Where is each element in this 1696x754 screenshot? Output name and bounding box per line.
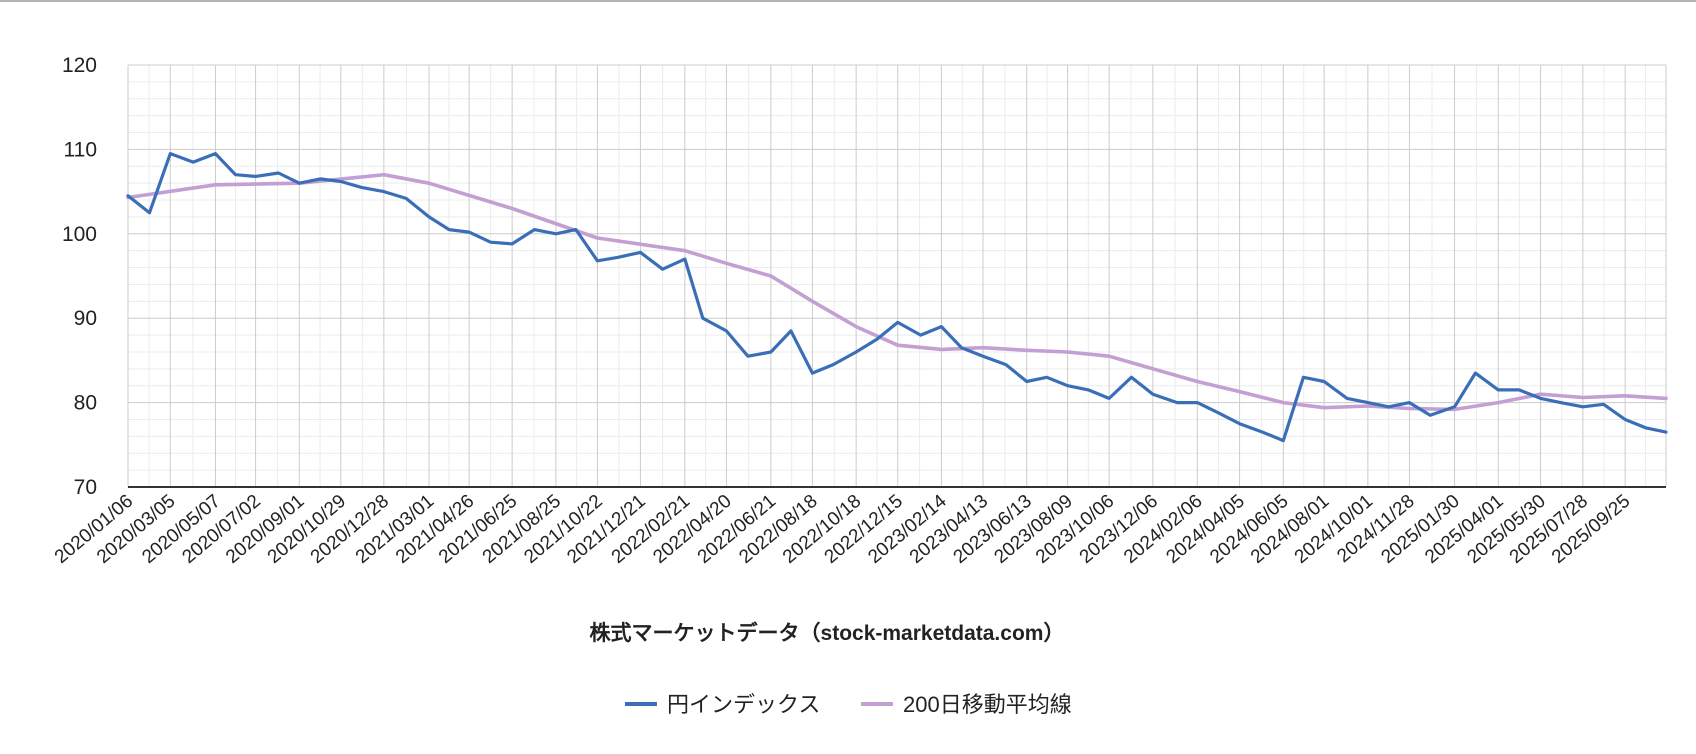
y-tick-label: 120 bbox=[62, 54, 97, 77]
series-line-yen-index bbox=[128, 154, 1666, 441]
x-axis-ticks: 2020/01/062020/03/052020/05/072020/07/02… bbox=[51, 490, 1634, 567]
minor-gridlines bbox=[128, 65, 1666, 487]
series-line-200day-ma bbox=[128, 175, 1666, 410]
y-tick-label: 80 bbox=[74, 392, 97, 415]
y-tick-label: 100 bbox=[62, 223, 97, 246]
legend-label: 200日移動平均線 bbox=[903, 692, 1072, 717]
legend: 円インデックス 200日移動平均線 bbox=[625, 692, 1072, 717]
legend-label: 円インデックス bbox=[667, 692, 820, 717]
major-gridlines bbox=[128, 65, 1666, 487]
x-axis-label: 株式マーケットデータ（stock-marketdata.com） bbox=[590, 621, 1065, 645]
y-tick-label: 110 bbox=[64, 138, 97, 161]
y-tick-label: 90 bbox=[74, 307, 97, 330]
y-tick-label: 70 bbox=[74, 476, 97, 499]
y-axis-ticks: 70 80 90 100 110 120 bbox=[62, 54, 97, 499]
series-layer bbox=[128, 154, 1666, 441]
